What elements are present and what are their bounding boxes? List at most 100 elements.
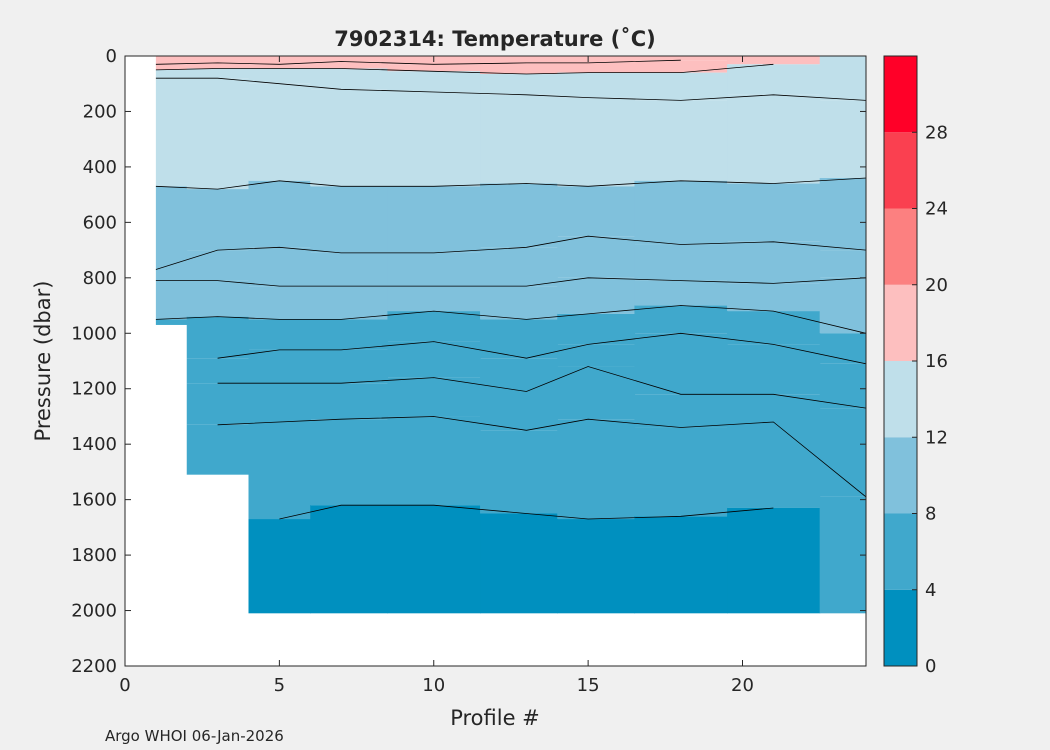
temperature-band-segment — [819, 250, 866, 278]
temperature-band-segment — [387, 186, 481, 253]
y-tick-label: 2200 — [71, 656, 117, 677]
temperature-band-segment — [186, 316, 250, 359]
colorbar-tick-label: 16 — [925, 351, 948, 372]
colorbar-tick-label: 20 — [925, 275, 948, 296]
temperature-band-segment — [634, 516, 728, 614]
temperature-band-segment — [248, 383, 311, 422]
temperature-band-segment — [480, 247, 558, 287]
temperature-band-segment — [634, 56, 728, 61]
colorbar-segment — [884, 284, 917, 361]
temperature-band-segment — [155, 78, 188, 187]
temperature-band-segment — [557, 313, 636, 345]
temperature-band-segment — [310, 286, 389, 320]
temperature-band-segment — [727, 507, 821, 614]
temperature-band-segment — [387, 64, 481, 72]
temperature-band-segment — [727, 283, 821, 312]
y-tick-label: 1800 — [71, 545, 117, 566]
temperature-band-segment — [557, 277, 636, 314]
temperature-band-segment — [727, 344, 821, 395]
temperature-band-segment — [727, 56, 821, 65]
temperature-band-segment — [819, 56, 866, 101]
temperature-band-segment — [155, 64, 188, 70]
temperature-band-segment — [310, 89, 389, 187]
temperature-band-segment — [155, 69, 188, 79]
temperature-band-segment — [248, 180, 311, 248]
temperature-band-segment — [248, 319, 311, 350]
temperature-band-segment — [248, 422, 311, 520]
temperature-band-segment — [387, 377, 481, 417]
x-axis: 0 5 10 15 20 — [119, 56, 754, 696]
contour-line — [155, 59, 681, 65]
contour-line — [217, 332, 866, 365]
chart-title: 7902314: Temperature (˚C) — [334, 27, 655, 51]
temperature-band-segment — [155, 269, 188, 281]
temperature-band-segment — [248, 519, 311, 614]
y-tick-label: 1200 — [71, 379, 117, 400]
temperature-band-segment — [819, 363, 866, 409]
temperature-band-segment — [727, 311, 821, 345]
x-tick-label: 5 — [274, 675, 285, 696]
temperature-band-segment — [186, 358, 250, 384]
plot-border — [124, 55, 867, 667]
y-tick-label: 1000 — [71, 323, 117, 344]
temperature-band-segment — [819, 496, 866, 614]
y-tick-label: 200 — [83, 101, 117, 122]
temperature-band-segment — [310, 383, 389, 420]
temperature-band-segment — [310, 419, 389, 506]
temperature-band-segment — [480, 286, 558, 320]
temperature-band-segment — [310, 319, 389, 350]
temperature-band-segment — [186, 280, 250, 317]
temperature-band-segment — [727, 394, 821, 422]
temperature-band-segment — [480, 319, 558, 359]
temperature-band-segment — [634, 180, 728, 245]
temperature-band-segment — [480, 391, 558, 431]
colorbar-tick-label: 12 — [925, 427, 948, 448]
temperature-band-segment — [557, 236, 636, 278]
temperature-band-segment — [387, 252, 481, 287]
temperature-band-segment — [634, 244, 728, 281]
contour-line — [155, 277, 866, 287]
y-tick-label: 800 — [83, 268, 117, 289]
temperature-band-segment — [819, 408, 866, 497]
temperature-band-segment — [387, 71, 481, 93]
temperature-band-segment — [310, 349, 389, 384]
temperature-band-segment — [248, 247, 311, 287]
temperature-band-segment — [727, 183, 821, 242]
temperature-band-segment — [557, 97, 636, 187]
temperature-band-segment — [557, 344, 636, 367]
contour-line — [155, 77, 866, 101]
contour-lines — [155, 59, 866, 520]
temperature-band-segment — [727, 241, 821, 284]
plot-area — [124, 55, 867, 667]
y-tick-label: 0 — [106, 46, 117, 67]
temperature-band-segment — [634, 100, 728, 181]
footer-credit: Argo WHOI 06-Jan-2026 — [105, 727, 284, 745]
temperature-band-segment — [727, 94, 821, 184]
temperature-band-segment — [387, 416, 481, 506]
colorbar-tick-label: 24 — [925, 199, 948, 220]
temperature-band-segment — [310, 56, 389, 62]
contour-line — [217, 416, 866, 498]
temperature-band-segment — [387, 286, 481, 312]
temperature-band-segment — [186, 383, 250, 425]
temperature-band-segment — [819, 178, 866, 251]
temperature-band-segment — [186, 62, 250, 69]
contour-line — [279, 504, 774, 520]
temperature-band-segment — [480, 183, 558, 248]
y-axis-label: Pressure (dbar) — [31, 281, 55, 442]
temperature-band-segment — [310, 61, 389, 69]
temperature-band-segment — [634, 333, 728, 395]
temperature-band-segment — [186, 189, 250, 251]
y-tick-label: 2000 — [71, 601, 117, 622]
y-tick-label: 600 — [83, 212, 117, 233]
temperature-band-segment — [186, 424, 250, 475]
x-tick-label: 15 — [577, 675, 600, 696]
colorbar-segment — [884, 361, 917, 438]
temperature-band-segment — [310, 252, 389, 287]
x-tick-label: 0 — [119, 675, 130, 696]
y-tick-label: 400 — [83, 157, 117, 178]
temperature-band-segment — [480, 430, 558, 514]
temperature-band-segment — [557, 366, 636, 420]
temperature-band-segment — [387, 505, 481, 614]
